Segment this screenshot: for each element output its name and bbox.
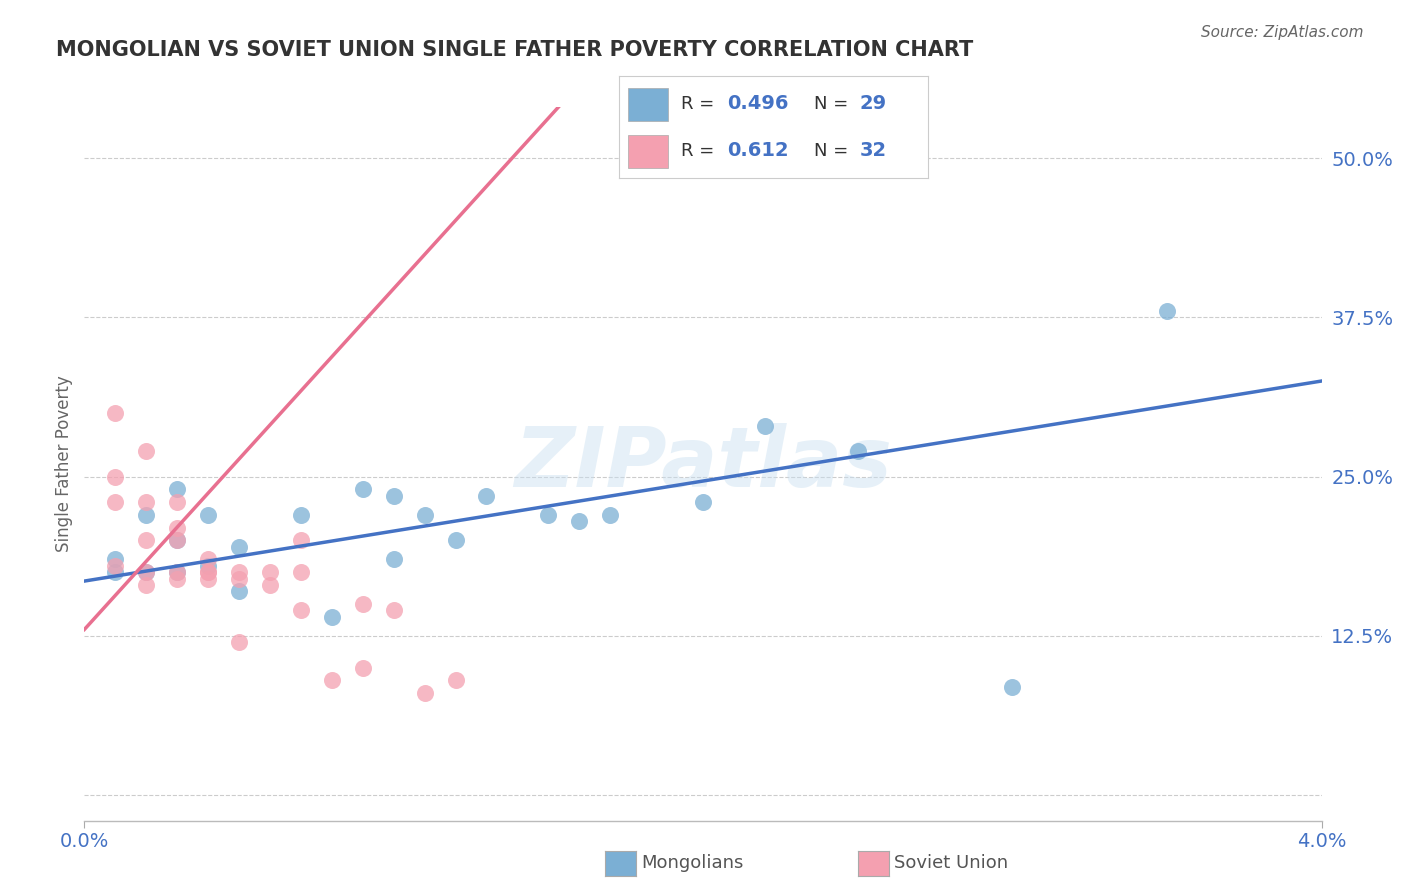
Point <box>197 558 219 573</box>
Point <box>166 572 188 586</box>
Point <box>197 565 219 579</box>
Point <box>135 444 157 458</box>
Point <box>228 540 250 554</box>
Point <box>166 533 188 548</box>
Point <box>846 444 869 458</box>
Point <box>352 661 374 675</box>
Y-axis label: Single Father Poverty: Single Father Poverty <box>55 376 73 552</box>
FancyBboxPatch shape <box>628 88 668 121</box>
Point <box>754 418 776 433</box>
Point <box>444 673 467 688</box>
Point <box>228 565 250 579</box>
Point <box>166 533 188 548</box>
Point <box>568 514 591 528</box>
Point <box>444 533 467 548</box>
Point <box>228 635 250 649</box>
Point <box>166 520 188 534</box>
Point <box>166 495 188 509</box>
Point <box>135 565 157 579</box>
Point <box>197 572 219 586</box>
Text: 29: 29 <box>860 94 887 113</box>
Point <box>197 565 219 579</box>
Point <box>228 572 250 586</box>
Point <box>413 686 436 700</box>
Point <box>290 508 312 522</box>
Text: N =: N = <box>814 95 853 112</box>
Point <box>352 597 374 611</box>
Point <box>290 533 312 548</box>
Point <box>197 508 219 522</box>
Text: MONGOLIAN VS SOVIET UNION SINGLE FATHER POVERTY CORRELATION CHART: MONGOLIAN VS SOVIET UNION SINGLE FATHER … <box>56 40 973 60</box>
Point <box>135 533 157 548</box>
Point <box>135 578 157 592</box>
Point <box>166 565 188 579</box>
Point <box>104 495 127 509</box>
Point <box>135 495 157 509</box>
Point <box>321 609 343 624</box>
Point <box>259 565 281 579</box>
Point <box>104 558 127 573</box>
Point <box>1156 304 1178 318</box>
Point <box>259 578 281 592</box>
Point <box>1001 680 1024 694</box>
Point <box>104 552 127 566</box>
Point <box>135 508 157 522</box>
Point <box>352 483 374 497</box>
Text: R =: R = <box>681 142 720 160</box>
Text: 0.496: 0.496 <box>727 94 789 113</box>
Point <box>197 552 219 566</box>
Point <box>104 406 127 420</box>
Text: Source: ZipAtlas.com: Source: ZipAtlas.com <box>1201 25 1364 40</box>
Point <box>692 495 714 509</box>
Text: 0.612: 0.612 <box>727 141 789 161</box>
Text: ZIPatlas: ZIPatlas <box>515 424 891 504</box>
Point <box>166 483 188 497</box>
Point <box>382 603 405 617</box>
Point <box>290 565 312 579</box>
Point <box>475 489 498 503</box>
Point <box>382 489 405 503</box>
Point <box>228 584 250 599</box>
Point <box>104 565 127 579</box>
Text: Soviet Union: Soviet Union <box>894 854 1008 871</box>
Point <box>104 469 127 483</box>
Point <box>166 565 188 579</box>
Point <box>537 508 560 522</box>
Text: 32: 32 <box>860 141 887 161</box>
Point <box>321 673 343 688</box>
Point <box>413 508 436 522</box>
Point <box>599 508 621 522</box>
Point <box>135 565 157 579</box>
Point <box>290 603 312 617</box>
Text: R =: R = <box>681 95 720 112</box>
Point <box>382 552 405 566</box>
Text: Mongolians: Mongolians <box>641 854 744 871</box>
Text: N =: N = <box>814 142 853 160</box>
FancyBboxPatch shape <box>628 136 668 168</box>
